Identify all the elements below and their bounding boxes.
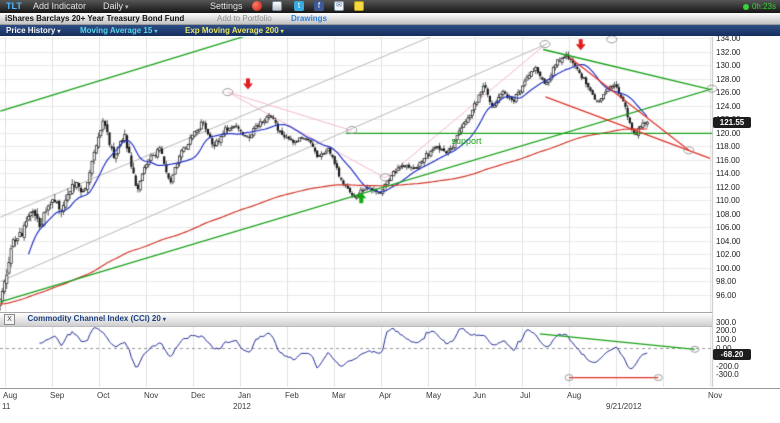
month-label: Feb (285, 391, 299, 400)
month-label: Dec (191, 391, 206, 400)
add-indicator-menu[interactable]: Add Indicator (33, 1, 87, 11)
month-label: Aug (567, 391, 582, 400)
month-label: Nov (144, 391, 159, 400)
fund-name: iShares Barclays 20+ Year Treasury Bond … (5, 14, 185, 23)
moving-average-menu[interactable]: Moving Average 15 ▾ (80, 26, 157, 35)
exp-moving-average-menu[interactable]: Exp Moving Average 200 ▾ (185, 26, 284, 35)
symbol-ticker: TLT (6, 1, 22, 11)
add-to-portfolio-button[interactable]: Add to Portfolio (217, 14, 272, 23)
month-label: Nov (708, 391, 723, 400)
chevron-down-icon: ▾ (154, 29, 158, 35)
timeframe-menu[interactable]: Daily ▾ (103, 1, 129, 11)
month-label: Aug (3, 391, 18, 400)
cci-panel-header: X Commodity Channel Index (CCI) 20 ▾ (0, 312, 712, 327)
price-history-label: Price History (6, 26, 56, 35)
twitter-icon[interactable]: t (294, 1, 304, 11)
time-axis: Aug Sep Oct Nov Dec Jan Feb Mar Apr May Jun Jul Aug N… (0, 388, 780, 423)
month-label: Mar (332, 391, 346, 400)
timeframe-label: Daily (103, 1, 124, 11)
sticky-note-icon[interactable] (354, 1, 364, 11)
month-label: Apr (379, 391, 392, 400)
chevron-down-icon: ▾ (57, 29, 61, 35)
drawings-button[interactable]: Drawings (291, 14, 328, 23)
facebook-icon[interactable]: f (314, 1, 324, 11)
support-annotation-label: support (451, 136, 482, 147)
top-toolbar: TLT Add Indicator Daily ▾ Settings t f ✉ … (0, 0, 780, 13)
moving-average-label: Moving Average 15 (80, 26, 153, 35)
email-share-icon[interactable]: ✉ (334, 1, 344, 11)
year-label: 2012 (233, 402, 251, 411)
cci-title-label: Commodity Channel Index (CCI) 20 (27, 314, 161, 323)
month-label: Jun (473, 391, 486, 400)
last-price-marker: 121.55 (713, 117, 751, 128)
cci-close-button[interactable]: X (4, 314, 15, 325)
price-history-menu[interactable]: Price History ▾ (6, 26, 60, 35)
cci-value-marker: -68.20 (713, 349, 751, 360)
settings-menu[interactable]: Settings (210, 1, 243, 11)
month-label: May (426, 391, 442, 400)
last-date-label: 9/21/2012 (606, 402, 642, 411)
chevron-down-icon: ▾ (125, 4, 129, 11)
cci-indicator-menu[interactable]: Commodity Channel Index (CCI) 20 ▾ (27, 314, 165, 323)
price-chart-canvas[interactable] (0, 36, 780, 388)
indicator-bar: Price History ▾ Moving Average 15 ▾ Exp Mo… (0, 25, 780, 36)
month-label: Jul (520, 391, 531, 400)
session-status: 0h:23s (742, 2, 776, 11)
start-year-label: 11 (2, 402, 11, 411)
chevron-down-icon: ▾ (280, 29, 284, 35)
status-dot-icon (742, 3, 749, 10)
month-label: Oct (97, 391, 110, 400)
chevron-down-icon: ▾ (162, 317, 166, 323)
exp-moving-average-label: Exp Moving Average 200 (185, 26, 279, 35)
chart-thumbnail-icon[interactable] (272, 1, 282, 11)
month-label: Sep (50, 391, 65, 400)
status-text: 0h:23s (751, 2, 776, 11)
symbol-info-bar: iShares Barclays 20+ Year Treasury Bond … (0, 13, 780, 25)
month-label: Jan (238, 391, 251, 400)
record-icon[interactable] (252, 1, 262, 11)
